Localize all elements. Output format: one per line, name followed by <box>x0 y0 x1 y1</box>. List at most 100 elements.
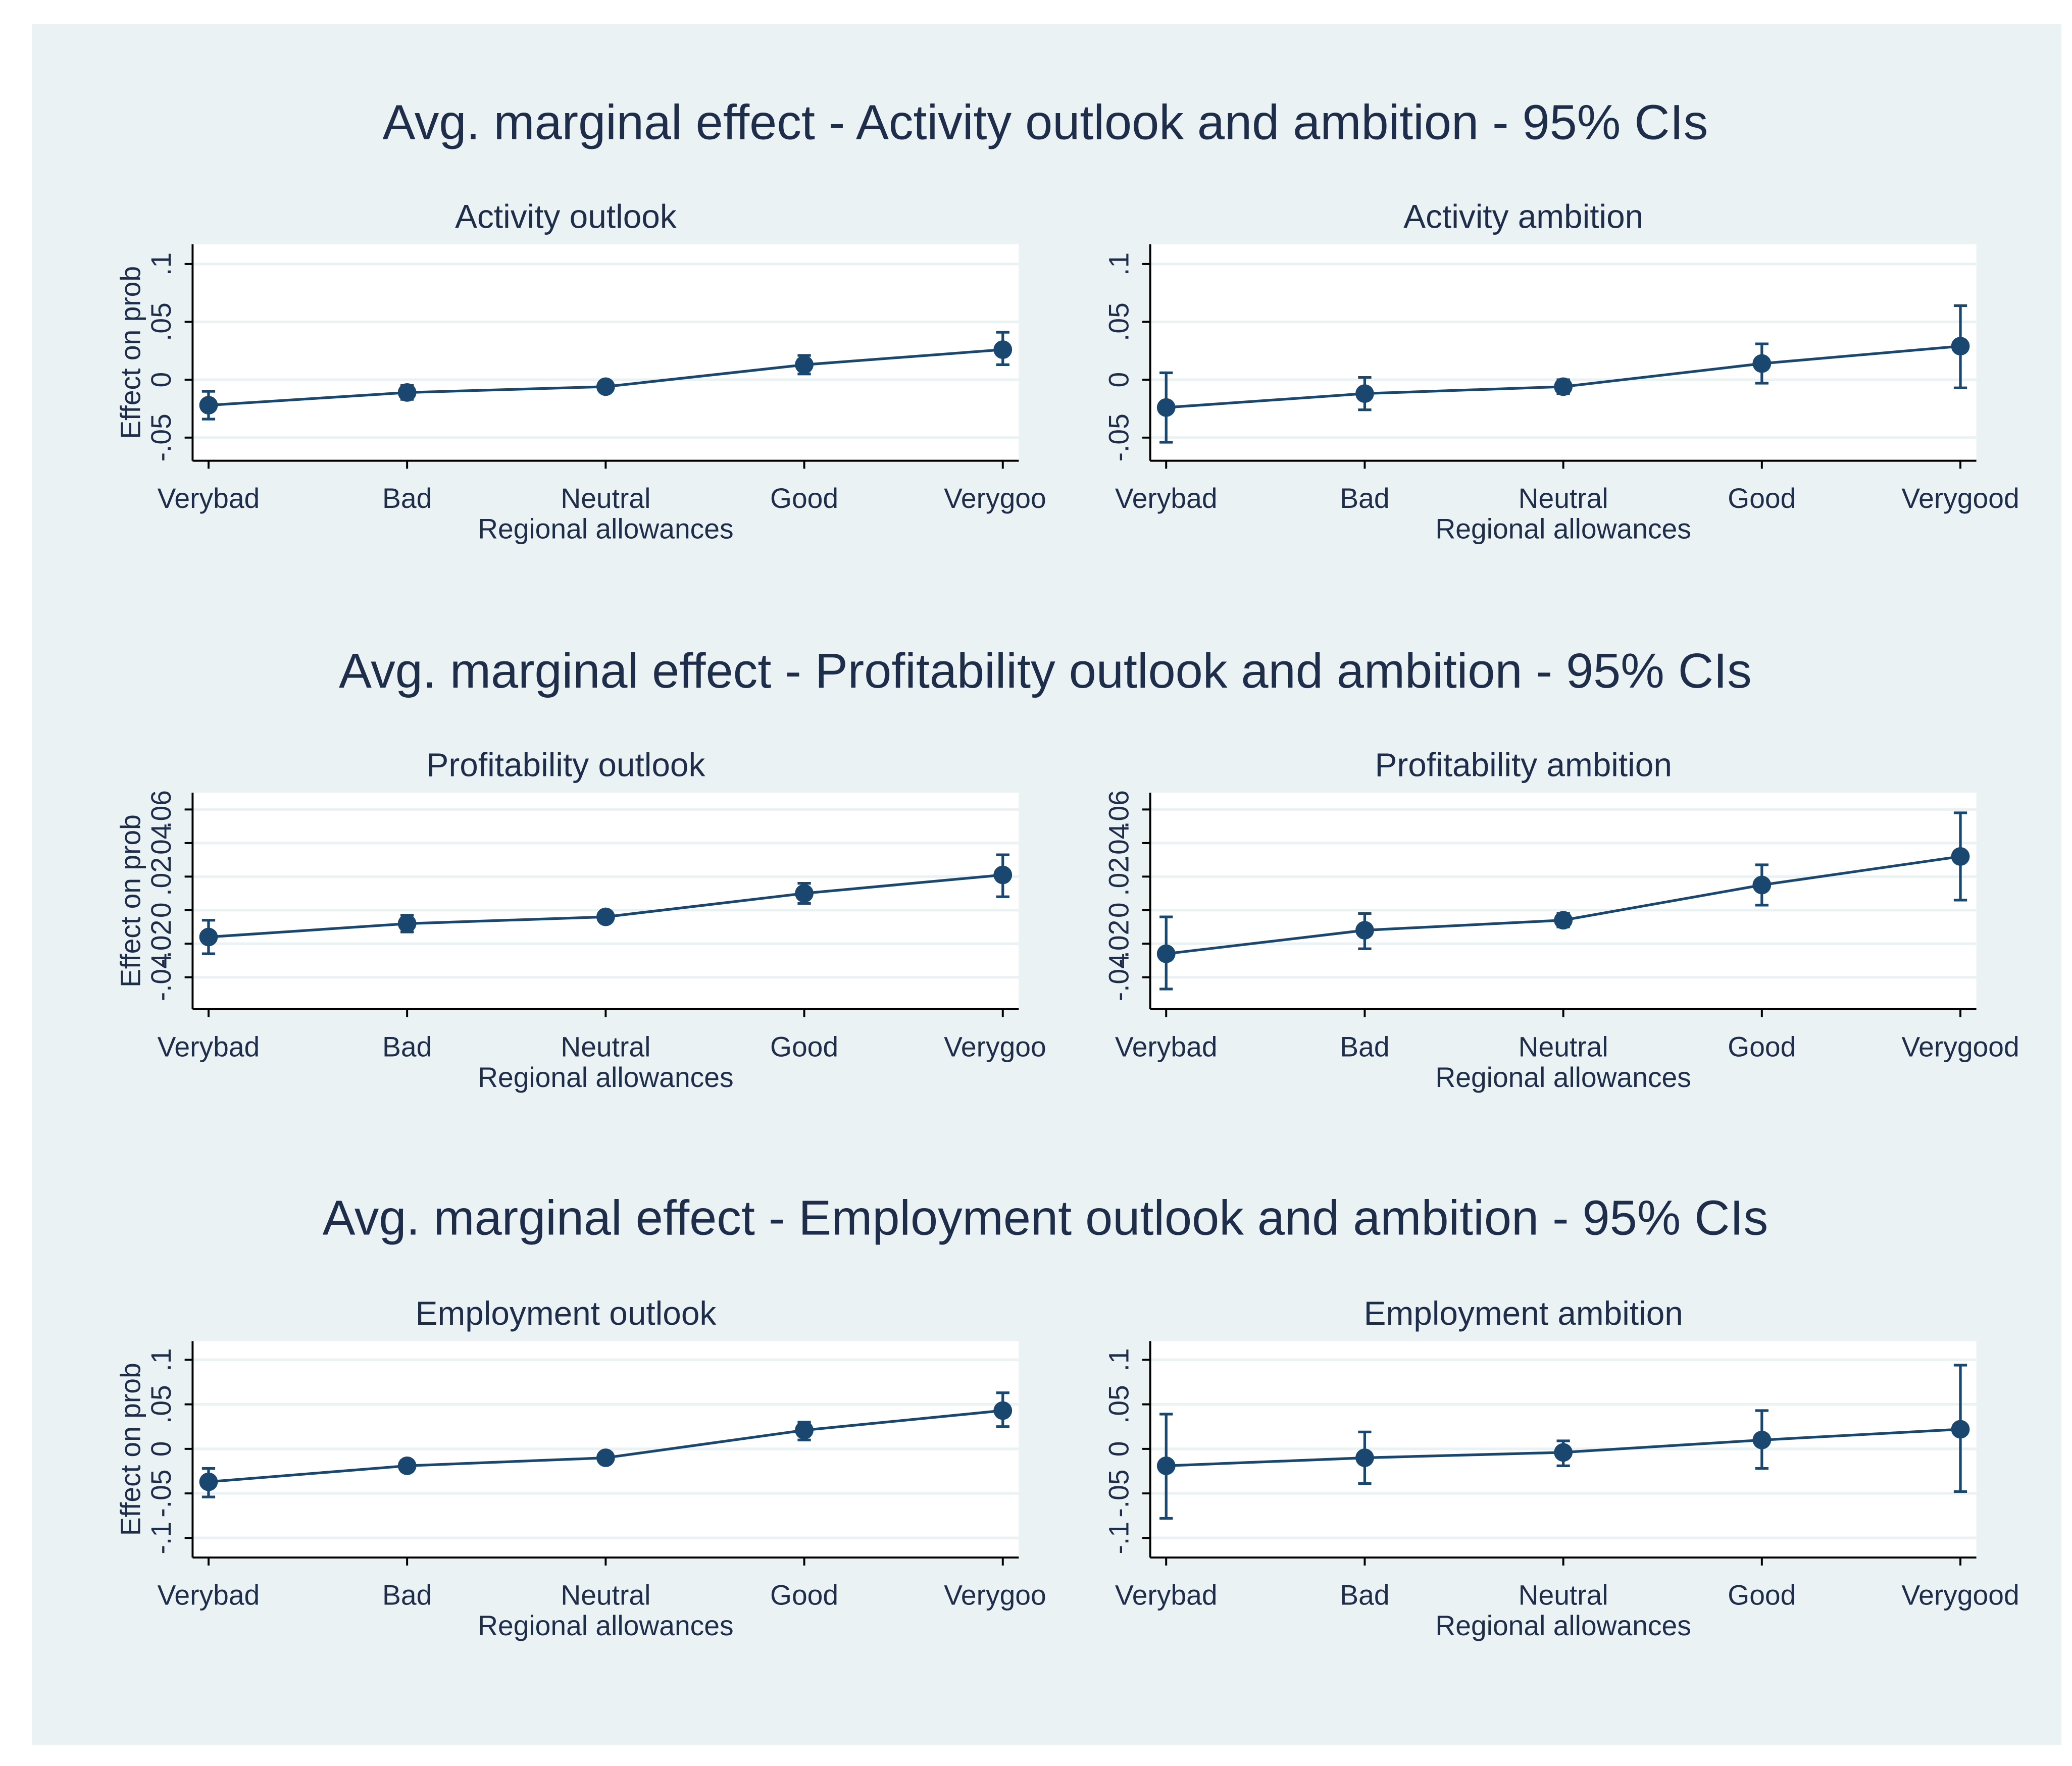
panel: Profitability ambition -.04-.02 0 .02.04.06… <box>1103 746 2019 1093</box>
data-point <box>1752 875 1772 895</box>
y-tick-label: .02 <box>1103 857 1134 896</box>
y-tick-label: -.05 <box>145 413 177 461</box>
panel: Activity ambition -.05 0 .05 .1 Verybad Bad Neu… <box>1103 197 2019 544</box>
panel: Profitability outlook -.04-.02 0 .02.04.06 V… <box>115 746 1062 1093</box>
figure-title: Avg. marginal effect - Employment outloo… <box>323 1190 1768 1245</box>
data-point <box>1355 921 1374 940</box>
panel: Employment outlook -.1 -.05 0 .05 .1 Verybad Ba… <box>115 1294 1062 1641</box>
x-tick-label: Verygood <box>1901 1031 2019 1062</box>
y-tick-label: .06 <box>1103 790 1134 829</box>
x-tick-label: Good <box>1728 1580 1796 1611</box>
y-tick-label: .02 <box>145 857 177 896</box>
y-tick-label: .05 <box>1103 1385 1134 1424</box>
y-tick-label: -.04 <box>1103 953 1134 1001</box>
x-tick-label: Bad <box>382 483 432 514</box>
y-axis-title: Effect on prob <box>115 266 146 439</box>
x-tick-label: Good <box>770 1031 838 1062</box>
data-point <box>596 907 615 926</box>
x-tick-label: Bad <box>1340 1580 1389 1611</box>
x-tick-labels: Verybad Bad Neutral Good Verygood <box>158 1580 1062 1611</box>
plot-area <box>1150 793 1977 1009</box>
data-point <box>1951 337 1970 356</box>
x-tick-label: Good <box>1728 1031 1796 1062</box>
panel-title: Employment ambition <box>1364 1294 1683 1332</box>
x-axis-title: Regional allowances <box>478 513 734 545</box>
x-tick-label: Good <box>770 1580 838 1611</box>
data-point <box>1156 1456 1176 1475</box>
x-tick-label: Verygood <box>1901 1580 2019 1611</box>
data-point <box>596 377 615 396</box>
x-axis-title: Regional allowances <box>1435 1610 1691 1641</box>
figure-title: Avg. marginal effect - Profitability out… <box>339 643 1752 698</box>
data-point <box>397 914 417 933</box>
x-tick-label: Verybad <box>1115 1580 1218 1611</box>
x-tick-labels: Verybad Bad Neutral Good Verygood <box>158 1031 1062 1062</box>
data-point <box>199 927 218 947</box>
y-tick-label: 0 <box>1103 1441 1134 1457</box>
y-tick-label: -.04 <box>145 953 177 1001</box>
y-tick-label: .05 <box>145 1385 177 1424</box>
x-tick-label: Neutral <box>561 1580 650 1611</box>
y-tick-label: -.02 <box>145 920 177 968</box>
y-tick-label: -.05 <box>1103 413 1134 461</box>
x-tick-label: Verybad <box>1115 483 1218 514</box>
x-tick-label: Neutral <box>1519 483 1608 514</box>
y-tick-label: -.02 <box>1103 920 1134 968</box>
x-tick-label: Neutral <box>561 483 650 514</box>
y-tick-label: -.05 <box>1103 1469 1134 1517</box>
data-point <box>1951 1420 1970 1439</box>
x-axis-title: Regional allowances <box>478 1610 734 1641</box>
data-point <box>795 355 814 374</box>
x-tick-label: Verybad <box>158 1031 260 1062</box>
x-tick-label: Verygood <box>944 483 1062 514</box>
data-point <box>795 884 814 903</box>
panel-title: Activity ambition <box>1403 197 1643 235</box>
data-point <box>1156 944 1176 963</box>
y-tick-label: -.05 <box>145 1469 177 1517</box>
data-point <box>1752 1430 1772 1449</box>
y-tick-label: .04 <box>145 823 177 862</box>
x-axis-title: Regional allowances <box>1435 1062 1691 1093</box>
panel: Activity outlook -.05 0 .05 .1 Verybad Bad Neut… <box>115 197 1062 545</box>
data-point <box>1554 911 1573 930</box>
y-tick-label: .1 <box>145 1348 177 1371</box>
data-point <box>993 1401 1013 1420</box>
y-tick-label: 0 <box>145 902 177 918</box>
data-point <box>1355 1448 1374 1467</box>
figure-title: Avg. marginal effect - Activity outlook … <box>383 95 1708 150</box>
panel-title: Profitability ambition <box>1375 746 1672 784</box>
y-tick-label: .1 <box>1103 1348 1134 1371</box>
panel-title: Profitability outlook <box>427 746 705 784</box>
y-axis-title: Effect on prob <box>115 1363 146 1536</box>
y-tick-label: 0 <box>1103 902 1134 918</box>
y-tick-label: 0 <box>145 372 177 388</box>
data-point <box>1355 384 1374 403</box>
data-point <box>397 383 417 402</box>
x-tick-label: Verygood <box>944 1031 1062 1062</box>
plot-area <box>192 793 1019 1009</box>
data-point <box>199 1472 218 1491</box>
data-point <box>993 865 1013 885</box>
x-tick-label: Neutral <box>1519 1580 1608 1611</box>
x-tick-label: Verybad <box>158 483 260 514</box>
data-point <box>397 1456 417 1475</box>
data-point <box>1156 398 1176 417</box>
y-tick-label: -.1 <box>1103 1522 1134 1554</box>
x-tick-label: Bad <box>382 1580 432 1611</box>
x-tick-label: Verygood <box>1901 483 2019 514</box>
plot-area <box>192 244 1019 461</box>
x-tick-label: Verybad <box>1115 1031 1218 1062</box>
data-point <box>1752 354 1772 373</box>
data-point <box>199 396 218 415</box>
x-tick-label: Bad <box>1340 1031 1389 1062</box>
y-tick-label: 0 <box>145 1441 177 1457</box>
data-point <box>1554 377 1573 396</box>
data-point <box>1951 847 1970 866</box>
x-tick-label: Bad <box>1340 483 1389 514</box>
y-tick-label: -.1 <box>145 1522 177 1554</box>
x-tick-label: Good <box>770 483 838 514</box>
y-tick-label: .05 <box>1103 302 1134 341</box>
x-tick-label: Verygood <box>944 1580 1062 1611</box>
y-tick-label: .1 <box>1103 252 1134 276</box>
